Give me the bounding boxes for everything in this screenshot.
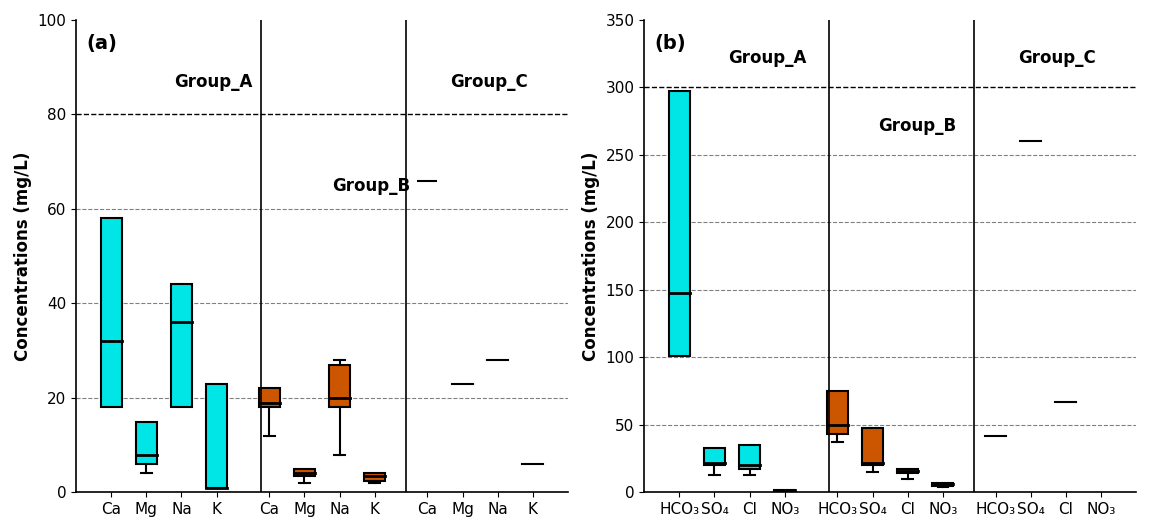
FancyBboxPatch shape	[294, 469, 315, 476]
FancyBboxPatch shape	[259, 389, 279, 407]
FancyBboxPatch shape	[933, 483, 953, 486]
FancyBboxPatch shape	[206, 384, 228, 487]
FancyBboxPatch shape	[365, 474, 385, 481]
FancyBboxPatch shape	[329, 365, 350, 407]
Text: (a): (a)	[86, 34, 117, 53]
FancyBboxPatch shape	[897, 469, 918, 474]
Text: Group_A: Group_A	[728, 49, 806, 67]
FancyBboxPatch shape	[136, 422, 156, 464]
Text: Group_C: Group_C	[451, 73, 528, 91]
FancyBboxPatch shape	[704, 448, 724, 465]
FancyBboxPatch shape	[101, 218, 122, 407]
Text: Group_C: Group_C	[1019, 49, 1096, 67]
Text: (b): (b)	[654, 34, 685, 53]
Text: Group_A: Group_A	[175, 73, 253, 91]
FancyBboxPatch shape	[669, 91, 690, 356]
Y-axis label: Concentrations (mg/L): Concentrations (mg/L)	[14, 151, 32, 361]
Text: Group_B: Group_B	[332, 177, 411, 195]
FancyBboxPatch shape	[862, 427, 883, 465]
FancyBboxPatch shape	[774, 490, 796, 491]
Text: Group_B: Group_B	[879, 117, 957, 135]
Y-axis label: Concentrations (mg/L): Concentrations (mg/L)	[582, 151, 600, 361]
FancyBboxPatch shape	[739, 445, 760, 469]
FancyBboxPatch shape	[171, 285, 192, 407]
FancyBboxPatch shape	[827, 391, 848, 434]
